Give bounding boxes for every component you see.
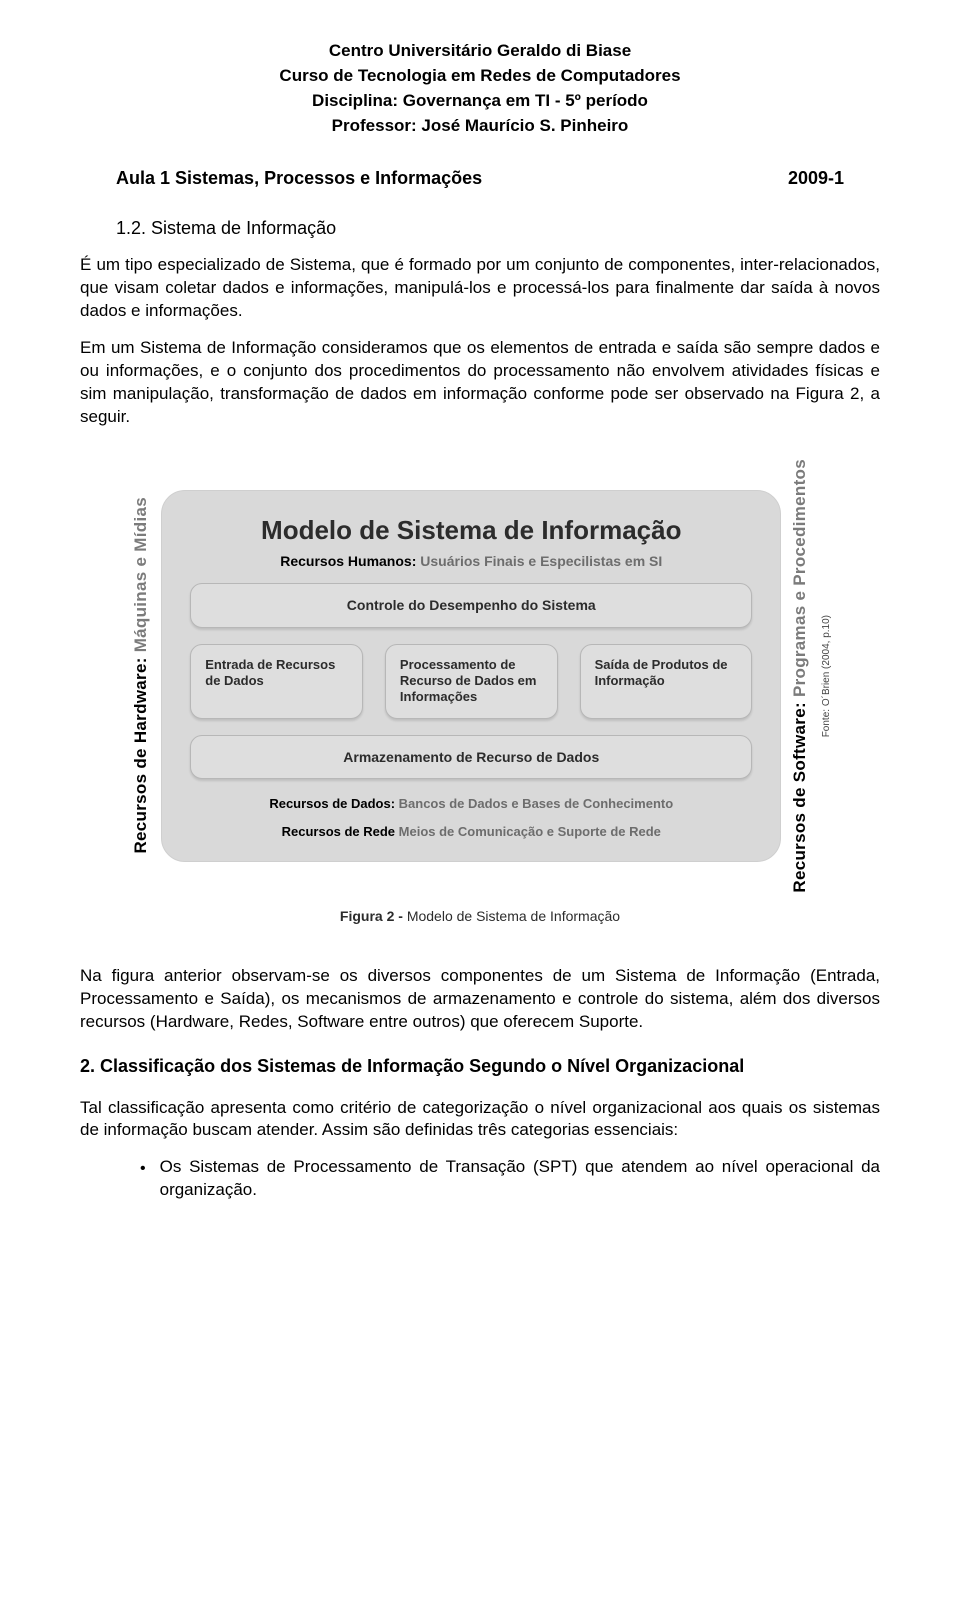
figure-footer-2-light: Meios de Comunicação e Suporte de Rede xyxy=(395,824,661,839)
figure-caption-bold: Figura 2 - xyxy=(340,908,403,924)
figure-body: Recursos de Hardware: Máquinas e Mídias … xyxy=(122,459,837,893)
figure-footer-2-bold: Recursos de Rede xyxy=(282,824,395,839)
figure-left-label-bold: Recursos de Hardware: xyxy=(131,658,150,854)
figure-box-output: Saída de Produtos de Informação xyxy=(580,644,753,719)
figure-box-processing: Processamento de Recurso de Dados em Inf… xyxy=(385,644,558,719)
header-line-2: Curso de Tecnologia em Redes de Computad… xyxy=(80,65,880,88)
figure-footer-1: Recursos de Dados: Bancos de Dados e Bas… xyxy=(190,795,752,813)
document-header: Centro Universitário Geraldo di Biase Cu… xyxy=(80,40,880,138)
lesson-title: Aula 1 Sistemas, Processos e Informações xyxy=(116,166,482,190)
bullet-icon: • xyxy=(140,1158,146,1180)
section-2-heading: 2. Classificação dos Sistemas de Informa… xyxy=(80,1054,880,1078)
figure-right-label-light: Programas e Procedimentos xyxy=(790,459,809,702)
figure-right-label-bold: Recursos de Software: xyxy=(790,702,809,893)
lesson-code: 2009-1 xyxy=(788,166,844,190)
figure-source: Fonte: O´Brien (2004, p.10) xyxy=(820,615,838,737)
section-1-2-paragraph-2: Em um Sistema de Informação consideramos… xyxy=(80,337,880,429)
figure-box-storage: Armazenamento de Recurso de Dados xyxy=(190,735,752,780)
figure-title: Modelo de Sistema de Informação xyxy=(190,513,752,548)
header-line-3: Disciplina: Governança em TI - 5º períod… xyxy=(80,90,880,113)
figure-right-label: Recursos de Software: Programas e Proced… xyxy=(781,459,820,893)
figure-box-control: Controle do Desempenho do Sistema xyxy=(190,583,752,628)
header-line-4: Professor: José Maurício S. Pinheiro xyxy=(80,115,880,138)
figure-panel: Modelo de Sistema de Informação Recursos… xyxy=(161,490,781,862)
figure-subtitle-bold: Recursos Humanos: xyxy=(280,553,416,569)
figure-caption: Figura 2 - Modelo de Sistema de Informaç… xyxy=(340,907,620,926)
figure-2: Recursos de Hardware: Máquinas e Mídias … xyxy=(80,459,880,925)
figure-footer-1-bold: Recursos de Dados: xyxy=(269,796,395,811)
figure-subtitle-light: Usuários Finais e Especilistas em SI xyxy=(416,553,662,569)
bullet-text-1: Os Sistemas de Processamento de Transaçã… xyxy=(160,1156,880,1202)
section-1-2-heading: 1.2. Sistema de Informação xyxy=(116,216,880,240)
figure-caption-text: Modelo de Sistema de Informação xyxy=(403,908,620,924)
section-2-paragraph-1: Tal classificação apresenta como critéri… xyxy=(80,1097,880,1143)
after-figure-paragraph: Na figura anterior observam-se os divers… xyxy=(80,965,880,1034)
figure-footer-1-light: Bancos de Dados e Bases de Conhecimento xyxy=(395,796,673,811)
figure-left-label: Recursos de Hardware: Máquinas e Mídias xyxy=(122,497,161,854)
figure-left-label-light: Máquinas e Mídias xyxy=(131,497,150,657)
header-line-1: Centro Universitário Geraldo di Biase xyxy=(80,40,880,63)
section-1-2-paragraph-1: É um tipo especializado de Sistema, que … xyxy=(80,254,880,323)
figure-middle-row: Entrada de Recursos de Dados Processamen… xyxy=(190,644,752,719)
figure-box-input: Entrada de Recursos de Dados xyxy=(190,644,363,719)
figure-subtitle: Recursos Humanos: Usuários Finais e Espe… xyxy=(190,552,752,571)
lesson-title-row: Aula 1 Sistemas, Processos e Informações… xyxy=(116,166,844,190)
figure-footer-2: Recursos de Rede Meios de Comunicação e … xyxy=(190,823,752,841)
bullet-item-1: • Os Sistemas de Processamento de Transa… xyxy=(140,1156,880,1202)
